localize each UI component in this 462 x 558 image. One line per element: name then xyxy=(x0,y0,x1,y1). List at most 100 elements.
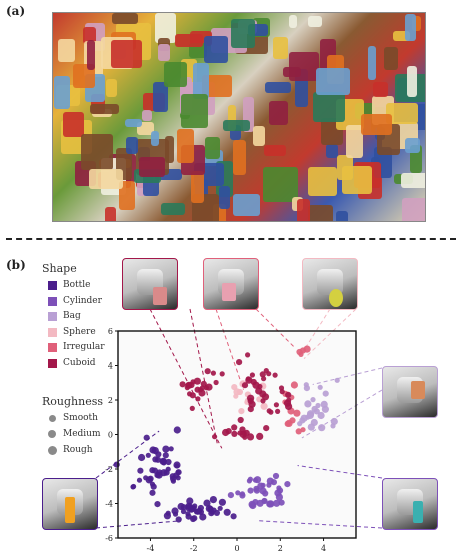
point-bottle-1-15 xyxy=(175,516,182,523)
point-cuboid-1-12 xyxy=(256,432,264,440)
legend-label-smooth: Smooth xyxy=(63,413,98,423)
point-bottle-1-23 xyxy=(172,511,179,517)
point-bag-0-11 xyxy=(317,411,325,420)
legend-label-medium: Medium xyxy=(63,429,101,439)
point-cuboid-1-32 xyxy=(248,400,256,408)
point-bag-0-19 xyxy=(303,382,309,388)
point-bottle-0-37 xyxy=(130,484,136,490)
point-cuboid-0-21 xyxy=(205,383,213,391)
point-bottle-1-27 xyxy=(186,497,194,505)
point-cuboid-2-10 xyxy=(239,430,247,438)
point-cylinder-0-25 xyxy=(239,492,246,499)
point-cuboid-2-11 xyxy=(212,434,218,440)
point-cuboid-1-15 xyxy=(245,352,251,358)
point-bottle-0-40 xyxy=(151,447,159,455)
point-cuboid-1-4 xyxy=(249,372,255,378)
point-bottle-0-32 xyxy=(170,478,176,484)
point-bottle-0-44 xyxy=(173,461,181,469)
point-bottle-0-34 xyxy=(159,457,167,465)
point-bottle-1-37 xyxy=(180,508,187,515)
point-cuboid-1-33 xyxy=(245,376,251,382)
x-tick-label-0: -4 xyxy=(147,544,155,553)
point-bottle-1-35 xyxy=(180,504,187,511)
inset-bottle-grasp xyxy=(42,478,98,530)
point-bottle-0-4 xyxy=(162,452,169,459)
products-photo xyxy=(52,12,426,222)
point-cylinder-0-30 xyxy=(261,498,267,504)
connector-line-10 xyxy=(297,465,383,479)
point-bag-0-23 xyxy=(322,390,329,397)
y-tick-label-4: 2 xyxy=(108,396,113,405)
y-tick-label-6: 6 xyxy=(108,327,113,336)
point-cuboid-1-34 xyxy=(259,371,266,378)
legend-label-bag: Bag xyxy=(63,311,81,321)
point-bottle-1-29 xyxy=(209,496,217,504)
point-bag-0-17 xyxy=(307,423,315,431)
point-cylinder-0-2 xyxy=(284,481,291,488)
point-cuboid-2-4 xyxy=(231,430,238,437)
point-bottle-0-43 xyxy=(138,453,146,462)
inset-sphere-grasp xyxy=(302,258,358,310)
point-cuboid-1-3 xyxy=(272,372,278,378)
inset-irregular-grasp xyxy=(203,258,259,310)
point-cuboid-0-19 xyxy=(188,381,195,389)
inset-bag-grasp xyxy=(382,366,438,418)
point-cuboid-0-7 xyxy=(210,370,216,376)
point-cuboid-0-0 xyxy=(204,368,211,375)
panel-label-b: (b) xyxy=(6,258,26,272)
point-cuboid-1-20 xyxy=(237,416,244,424)
point-bag-0-24 xyxy=(297,421,303,427)
point-cuboid-1-11 xyxy=(247,394,255,402)
legend-label-cylinder: Cylinder xyxy=(63,295,102,306)
point-bottle-1-24 xyxy=(185,513,192,520)
point-cylinder-0-32 xyxy=(247,487,254,494)
point-bottle-1-3 xyxy=(154,501,161,508)
point-bottle-0-30 xyxy=(147,475,154,482)
connector-line-9 xyxy=(95,520,181,529)
legend-roughness-title: Roughness xyxy=(42,395,103,408)
point-bottle-1-16 xyxy=(163,512,171,520)
point-irregular-0-7 xyxy=(293,409,301,417)
legend-dot-medium xyxy=(48,430,56,438)
point-bottle-1-38 xyxy=(213,509,220,516)
point-bottle-0-29 xyxy=(175,469,182,476)
point-bag-0-15 xyxy=(334,377,340,383)
point-cylinder-0-24 xyxy=(266,500,274,508)
point-bag-0-8 xyxy=(315,402,321,409)
connector-line-3 xyxy=(255,308,296,349)
point-bottle-1-33 xyxy=(188,506,195,513)
legend-swatch-sphere xyxy=(48,327,57,337)
point-cuboid-1-26 xyxy=(236,359,243,366)
point-bottle-0-17 xyxy=(168,446,174,452)
point-bag-0-18 xyxy=(313,408,320,415)
point-bottle-0-3 xyxy=(162,445,170,453)
connector-line-7 xyxy=(301,389,383,439)
y-tick-label-0: -6 xyxy=(105,534,113,543)
point-cylinder-0-34 xyxy=(227,492,234,499)
point-cuboid-1-13 xyxy=(260,398,266,404)
point-cuboid-1-30 xyxy=(259,390,267,398)
point-cuboid-1-29 xyxy=(252,381,260,389)
point-bottle-1-4 xyxy=(199,513,207,521)
point-cuboid-0-17 xyxy=(187,391,193,397)
point-bag-0-4 xyxy=(330,417,338,426)
point-bottle-0-39 xyxy=(169,473,176,480)
point-bag-0-2 xyxy=(304,400,312,408)
point-bottle-0-35 xyxy=(145,452,151,458)
point-cylinder-0-27 xyxy=(253,487,260,494)
point-cuboid-0-5 xyxy=(193,377,201,385)
point-bottle-1-26 xyxy=(205,505,213,513)
point-cylinder-0-28 xyxy=(247,476,253,482)
point-irregular-0-3 xyxy=(295,428,302,435)
point-cuboid-1-9 xyxy=(241,382,249,389)
point-bottle-0-6 xyxy=(173,426,181,434)
point-cylinder-0-16 xyxy=(257,482,265,490)
point-bottle-1-34 xyxy=(196,508,203,514)
connector-line-0 xyxy=(149,308,223,449)
y-tick-label-5: 4 xyxy=(108,362,113,371)
point-bottle-0-38 xyxy=(155,471,163,479)
point-bag-0-1 xyxy=(318,424,326,432)
point-cuboid-2-9 xyxy=(263,425,270,432)
point-bottle-1-32 xyxy=(203,499,211,507)
point-cuboid-1-8 xyxy=(268,409,274,415)
